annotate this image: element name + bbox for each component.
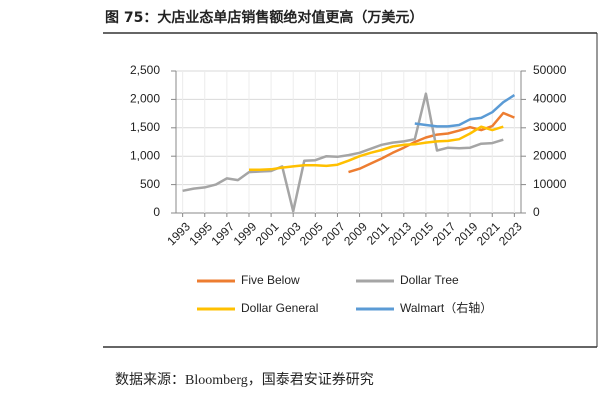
x-tick-label: 2023: [496, 219, 525, 248]
y2-tick-label: 10000: [533, 177, 567, 191]
legend-label: Walmart（右轴）: [400, 300, 492, 315]
series-line: [249, 125, 504, 172]
y2-tick-label: 40000: [533, 92, 567, 106]
y-tick-label: 0: [153, 205, 160, 219]
y-tick-label: 2,500: [130, 63, 160, 77]
y-tick-label: 2,000: [130, 92, 160, 106]
x-tick-label: 2019: [452, 219, 481, 248]
x-tick-label: 1999: [231, 219, 260, 248]
y2-tick-label: 0: [533, 205, 540, 219]
x-tick-label: 2005: [297, 219, 326, 248]
x-tick-label: 2021: [474, 219, 503, 248]
x-tick-label: 1995: [186, 219, 215, 248]
x-tick-label: 1993: [164, 219, 193, 248]
source: 数据来源：Bloomberg，国泰君安证券研究: [115, 372, 374, 388]
y-tick-label: 1,500: [130, 120, 160, 134]
legend-label: Five Below: [241, 273, 300, 287]
x-tick-label: 1997: [208, 219, 237, 248]
series-line: [414, 94, 516, 128]
x-tick-label: 2013: [385, 219, 414, 248]
x-tick-label: 2007: [319, 219, 348, 248]
legend-label: Dollar General: [241, 301, 318, 315]
series-line: [182, 92, 504, 213]
x-tick-label: 2011: [364, 219, 392, 247]
x-tick-label: 2009: [341, 219, 370, 248]
y-tick-label: 1,000: [130, 148, 160, 162]
plot-area: [175, 70, 522, 214]
x-tick-label: 2017: [430, 219, 459, 248]
legend-label: Dollar Tree: [400, 273, 459, 287]
y2-tick-label: 30000: [533, 120, 567, 134]
y2-tick-label: 20000: [533, 148, 567, 162]
x-tick-label: 2003: [275, 219, 304, 248]
x-tick-label: 2015: [407, 219, 436, 248]
y2-tick-label: 50000: [533, 63, 567, 77]
figure-title: 图 75：大店业态单店销售额绝对值更高（万美元）: [105, 9, 423, 26]
x-tick-label: 2001: [253, 219, 282, 248]
y-tick-label: 500: [140, 177, 160, 191]
